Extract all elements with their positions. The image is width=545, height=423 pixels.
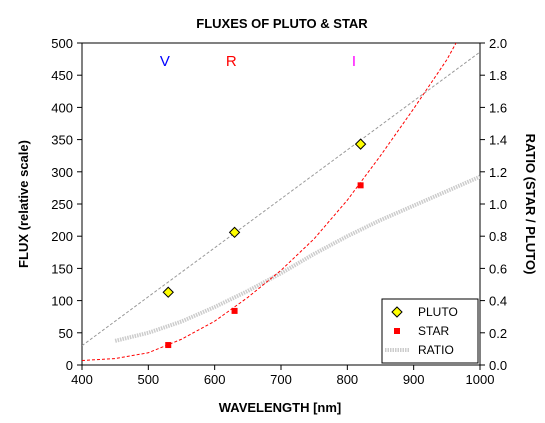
y-tick-label: 400 (51, 100, 73, 115)
y2-tick-label: 1.4 (489, 133, 507, 148)
y-axis-label: FLUX (relative scale) (16, 140, 31, 268)
y2-tick-label: 0.8 (489, 229, 507, 244)
legend-label: PLUTO (418, 305, 458, 319)
x-tick-label: 1000 (466, 372, 495, 387)
legend-pluto-marker (391, 306, 403, 318)
pluto-point (162, 286, 174, 298)
y2-tick-label: 0.6 (489, 261, 507, 276)
y-tick-label: 300 (51, 165, 73, 180)
y-tick-label: 50 (59, 326, 73, 341)
y-tick-label: 0 (66, 358, 73, 373)
y2-tick-label: 1.6 (489, 100, 507, 115)
star-point (165, 342, 172, 349)
y-tick-label: 350 (51, 133, 73, 148)
chart-title: FLUXES OF PLUTO & STAR (196, 16, 368, 31)
y-tick-label: 250 (51, 197, 73, 212)
legend-star-marker (394, 328, 400, 334)
legend-label: RATIO (418, 343, 454, 357)
y2-tick-label: 1.0 (489, 197, 507, 212)
band-label: R (226, 53, 237, 70)
pluto-point (354, 138, 367, 150)
y-tick-label: 500 (51, 36, 73, 51)
y-tick-label: 450 (51, 68, 73, 83)
x-tick-label: 800 (336, 372, 358, 387)
x-tick-label: 700 (270, 372, 292, 387)
y-tick-label: 200 (51, 229, 73, 244)
x-axis: 400 500 600 700 800 900 1000 (71, 365, 494, 387)
y-axis-left: 0 50 100 150 200 250 300 350 400 450 500 (51, 36, 82, 373)
y2-axis-label: RATIO (STAR / PLUTO) (523, 134, 538, 275)
series-layer (82, 43, 480, 361)
pluto-point (228, 226, 241, 239)
y2-tick-label: 1.8 (489, 68, 507, 83)
y2-tick-label: 0.2 (489, 326, 507, 341)
y2-tick-label: 0.4 (489, 294, 507, 309)
x-axis-label: WAVELENGTH [nm] (219, 400, 342, 415)
band-label: V (160, 53, 170, 70)
pluto-trend-line (82, 51, 480, 347)
y2-tick-label: 1.2 (489, 165, 507, 180)
y-tick-label: 150 (51, 261, 73, 276)
legend-label: STAR (418, 324, 449, 338)
star-point (357, 182, 364, 189)
star-trend-curve (82, 43, 457, 361)
x-tick-label: 400 (71, 372, 93, 387)
band-label: I (352, 53, 356, 70)
x-tick-label: 600 (204, 372, 226, 387)
legend: PLUTO STAR RATIO (381, 298, 479, 364)
y2-tick-label: 2.0 (489, 36, 507, 51)
y2-tick-label: 0.0 (489, 358, 507, 373)
x-tick-label: 500 (137, 372, 159, 387)
x-tick-label: 900 (403, 372, 425, 387)
ratio-line (114, 174, 480, 343)
y-tick-label: 100 (51, 294, 73, 309)
y-axis-right: 0.0 0.2 0.4 0.6 0.8 1.0 1.2 1.4 1.6 1.8 2.0 (480, 36, 507, 373)
star-point (231, 307, 238, 314)
